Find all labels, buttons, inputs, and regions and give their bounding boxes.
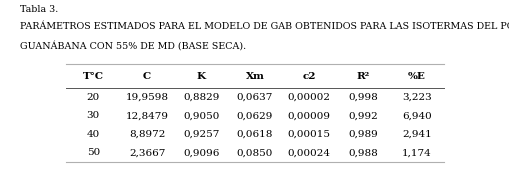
Text: 0,0637: 0,0637 xyxy=(236,93,273,102)
Text: 0,0629: 0,0629 xyxy=(236,111,273,120)
Text: 1,174: 1,174 xyxy=(401,148,431,158)
Text: 6,940: 6,940 xyxy=(401,111,431,120)
Text: 0,9050: 0,9050 xyxy=(183,111,219,120)
Text: 0,00009: 0,00009 xyxy=(287,111,330,120)
Text: 0,00015: 0,00015 xyxy=(287,130,330,139)
Text: T°C: T°C xyxy=(82,71,103,81)
Text: Tabla 3.: Tabla 3. xyxy=(20,5,59,14)
Text: 0,988: 0,988 xyxy=(347,148,377,158)
Text: 40: 40 xyxy=(87,130,100,139)
Text: 0,0850: 0,0850 xyxy=(236,148,273,158)
Text: GUANÁBANA CON 55% DE MD (BASE SECA).: GUANÁBANA CON 55% DE MD (BASE SECA). xyxy=(20,41,246,51)
Text: 2,3667: 2,3667 xyxy=(129,148,165,158)
Text: %E: %E xyxy=(407,71,425,81)
Text: Xm: Xm xyxy=(245,71,264,81)
Text: 0,8829: 0,8829 xyxy=(183,93,219,102)
Text: PARÁMETROS ESTIMADOS PARA EL MODELO DE GAB OBTENIDOS PARA LAS ISOTERMAS DEL POLV: PARÁMETROS ESTIMADOS PARA EL MODELO DE G… xyxy=(20,22,509,31)
Text: 0,9257: 0,9257 xyxy=(183,130,219,139)
Text: 30: 30 xyxy=(87,111,100,120)
Text: 3,223: 3,223 xyxy=(401,93,431,102)
Text: 0,998: 0,998 xyxy=(347,93,377,102)
Text: 0,0618: 0,0618 xyxy=(236,130,273,139)
Text: 50: 50 xyxy=(87,148,100,158)
Text: 8,8972: 8,8972 xyxy=(129,130,165,139)
Text: 0,992: 0,992 xyxy=(347,111,377,120)
Text: 0,9096: 0,9096 xyxy=(183,148,219,158)
Text: 12,8479: 12,8479 xyxy=(125,111,168,120)
Text: 20: 20 xyxy=(87,93,100,102)
Text: 0,00002: 0,00002 xyxy=(287,93,330,102)
Text: c2: c2 xyxy=(301,71,315,81)
Text: R²: R² xyxy=(355,71,369,81)
Text: 0,00024: 0,00024 xyxy=(287,148,330,158)
Text: 0,989: 0,989 xyxy=(347,130,377,139)
Text: 2,941: 2,941 xyxy=(401,130,431,139)
Text: K: K xyxy=(196,71,205,81)
Text: C: C xyxy=(143,71,151,81)
Text: 19,9598: 19,9598 xyxy=(125,93,168,102)
